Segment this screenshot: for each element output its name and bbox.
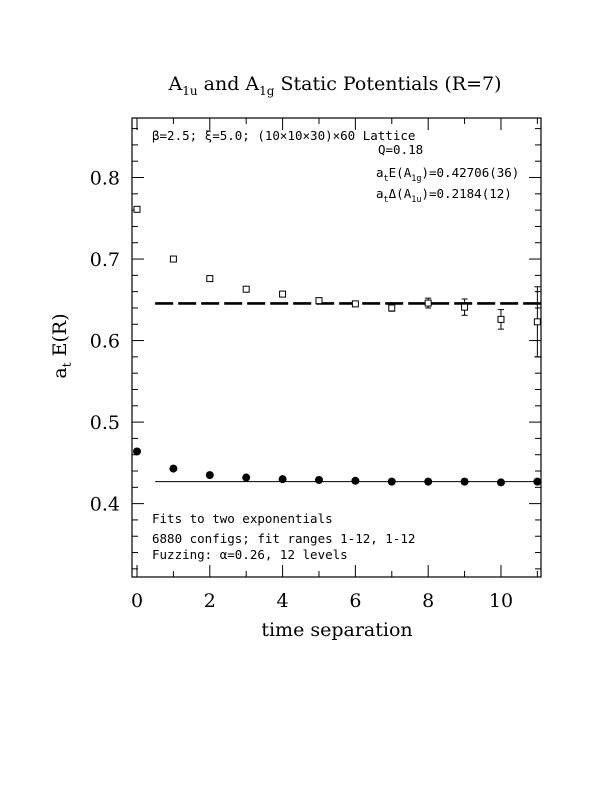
excited-state-point [497, 315, 505, 323]
excited-state-point [279, 290, 287, 298]
y-tick-label: 0.5 [90, 412, 120, 434]
gap-annotation: atΔ(A1u)=0.2184(12) [376, 186, 512, 205]
plot-frame [131, 117, 542, 578]
excited-state-point [351, 300, 359, 308]
excited-state-point [461, 303, 469, 311]
x-tick-label: 6 [349, 590, 361, 612]
ground-state-point [169, 464, 178, 473]
configs-annotation: 6880 configs; fit ranges 1-12, 1-12 [152, 531, 415, 546]
fuzzing-annotation: Fuzzing: α=0.26, 12 levels [152, 547, 348, 562]
ground-state-point [205, 471, 214, 480]
lattice-annotation: β=2.5; ξ=5.0; (10×10×30)×60 Lattice [152, 128, 415, 143]
x-tick-label: 0 [131, 590, 143, 612]
y-tick-label: 0.7 [90, 249, 120, 271]
ground-state-point [314, 475, 323, 484]
error-bars [315, 286, 541, 358]
y-tick-label: 0.4 [90, 494, 120, 516]
excited-state-point [424, 299, 432, 307]
ground-state-point [242, 473, 251, 482]
x-axis-label: time separation [261, 619, 412, 641]
excited-state-point [533, 318, 541, 326]
energy-annotation: atE(A1g)=0.42706(36) [376, 165, 519, 184]
x-tick-label: 2 [204, 590, 216, 612]
fit-lines [155, 302, 541, 483]
fit-annotation: Fits to two exponentials [152, 511, 333, 526]
y-axis-label: at E(R) [49, 313, 74, 378]
ground-state-point [387, 477, 396, 486]
ground-state-point [460, 477, 469, 486]
excited-state-point [169, 255, 177, 263]
ground-state-point [351, 476, 360, 485]
ground-state-point [133, 447, 141, 456]
x-tick-label: 8 [422, 590, 434, 612]
y-tick-label: 0.6 [90, 331, 120, 353]
chart-title: A1u and A1g Static Potentials (R=7) [168, 73, 502, 98]
excited-state-point [133, 205, 141, 213]
excited-state-point [206, 275, 214, 283]
q-annotation: Q=0.18 [378, 142, 423, 157]
x-tick-label: 4 [277, 590, 289, 612]
excited-state-point [242, 285, 250, 293]
ground-state-point [424, 477, 433, 486]
excited-state-point [315, 297, 323, 305]
data-markers [133, 205, 542, 487]
x-tick-label: 10 [489, 590, 513, 612]
ground-state-point [533, 477, 542, 486]
y-tick-label: 0.8 [90, 168, 120, 190]
tick-labels: 0 2 4 6 8 10 0.4 0.5 0.6 0.7 0.8 [90, 168, 513, 612]
ground-state-point [278, 475, 287, 484]
excited-state-point [388, 304, 396, 312]
ground-state-point [496, 478, 505, 487]
axis-ticks [132, 118, 541, 577]
